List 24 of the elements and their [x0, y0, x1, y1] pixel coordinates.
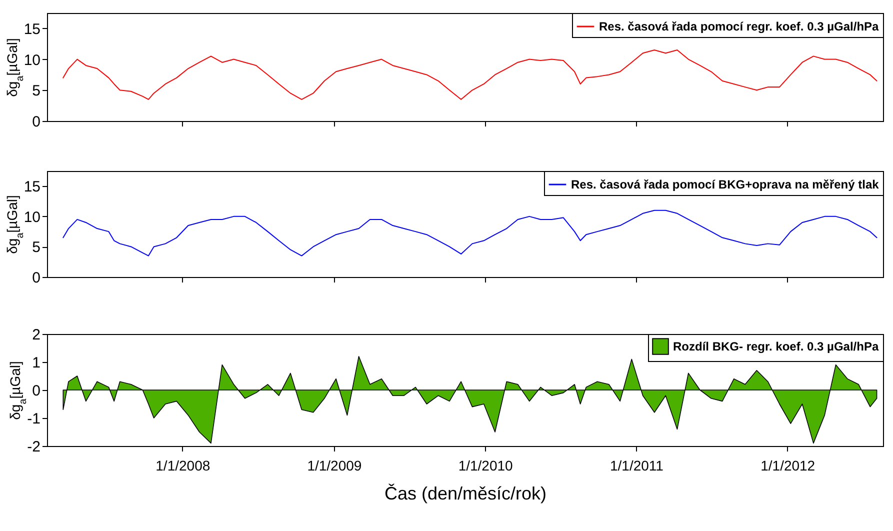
x-tick-label: 1/1/2012 [760, 458, 816, 474]
legend-label: Res. časová řada pomocí BKG+oprava na měřený tlak [571, 178, 880, 192]
y-tick-label: 5 [32, 239, 40, 256]
x-axis-title: Čas (den/měsíc/rok) [384, 484, 547, 504]
y-tick-label: 15 [24, 178, 40, 196]
legend-label: Rozdíl BKG- regr. koef. 0.3 µGal/hPa [673, 340, 879, 354]
y-tick-label: 0 [32, 270, 40, 286]
y-tick-label: 0 [32, 382, 40, 400]
x-tick-label: 1/1/2011 [610, 458, 664, 474]
x-tick-label: 1/1/2009 [307, 458, 362, 474]
y-tick-label: -2 [27, 438, 40, 456]
y-tick-label: 10 [24, 52, 40, 69]
y-tick-label: 15 [24, 20, 40, 38]
legend-label: Res. časová řada pomocí regr. koef. 0.3 µGal/hPa [599, 20, 880, 34]
y-tick-label: 1 [32, 354, 40, 372]
x-tick-label: 1/1/2008 [156, 458, 210, 474]
line-series [62, 210, 878, 256]
y-tick-label: -1 [27, 410, 40, 428]
y-tick-label: 2 [32, 326, 40, 344]
line-series [62, 50, 878, 100]
y-tick-label: 0 [32, 114, 40, 130]
y-tick-label: 10 [24, 208, 40, 226]
y-tick-label: 5 [32, 82, 40, 100]
x-tick-label: 1/1/2010 [458, 458, 514, 474]
